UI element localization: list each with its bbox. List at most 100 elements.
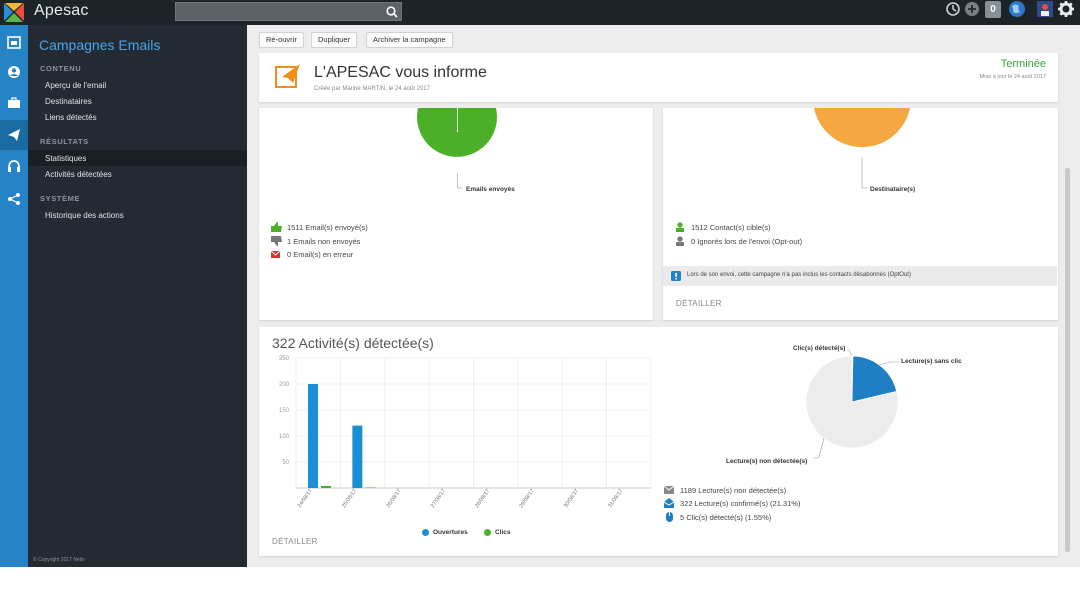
gear-icon[interactable] [1057, 0, 1075, 18]
user-icon [8, 66, 20, 78]
y-tick-label: 250 [279, 356, 290, 362]
emails-error-row: 0 Email(s) en erreur [271, 248, 353, 260]
recipients-card: Destinataire(s) 1512 Contact(s) cible(s)… [663, 108, 1058, 320]
bar-clics [321, 485, 331, 488]
x-tick-label: 25/08/17 [341, 488, 358, 509]
calendar-icon [7, 36, 21, 49]
envelope-open-icon [664, 498, 675, 508]
bar-ouvertures [308, 384, 318, 488]
briefcase-icon [8, 97, 20, 108]
legend-opens-label: Ouvertures [433, 529, 468, 536]
activity-detail-link[interactable]: DÉTAILLER [272, 537, 318, 546]
emails-not-sent-text: 1 Emails non envoyés [287, 236, 361, 246]
sidebar-active-highlight [28, 150, 247, 166]
campaign-updated: Mise à jour le 24 août 2017 [979, 74, 1046, 80]
clicks-detected-text: 5 Clic(s) détecté(s) (1.55%) [680, 512, 772, 522]
rail-campaigns[interactable] [0, 120, 28, 150]
emails-pie [417, 108, 497, 189]
rail-contacts[interactable] [0, 57, 28, 87]
user-avatar-icon[interactable] [1036, 0, 1054, 18]
headset-icon [8, 160, 20, 172]
notification-badge[interactable]: 0 [985, 1, 1001, 18]
y-tick-label: 200 [279, 382, 290, 388]
pie-leader-reads [878, 361, 899, 366]
contacts-target-row: 1512 Contact(s) cible(s) [675, 221, 771, 233]
pie-slice-reads-no-click [851, 355, 898, 403]
recipients-pie-slice [814, 108, 910, 148]
user-icon [676, 222, 684, 232]
history-icon[interactable] [944, 0, 962, 18]
x-tick-label: 30/08/17 [563, 488, 580, 509]
legend-clicks-label: Clics [495, 529, 511, 536]
y-tick-label: 50 [282, 460, 289, 466]
legend-opens: Ouvertures [422, 529, 468, 536]
app-window: Apesac 0 [0, 0, 1080, 567]
sidebar-item-recipients[interactable]: Destinataires [45, 97, 92, 106]
y-tick-label: 150 [279, 408, 290, 414]
reads-undetected-text: 1189 Lecture(s) non détectée(s) [680, 485, 787, 495]
pie-label-undetected: Lecture(s) non détectée(s) [726, 458, 808, 465]
section-results: RÉSULTATS [40, 137, 89, 146]
top-bar: Apesac 0 [0, 0, 1080, 25]
archive-button[interactable]: Archiver la campagne [366, 32, 453, 48]
reads-confirmed-row: 322 Lecture(s) confirmé(s) (21.31%) [664, 497, 800, 509]
pie-label-reads-no-click: Lecture(s) sans clic [901, 358, 962, 365]
paper-plane-icon [8, 129, 20, 141]
main-content: Ré-ouvrir Dupliquer Archiver la campagne… [247, 25, 1080, 567]
emails-card: Emails envoyés 1511 Email(s) envoyé(s) 1… [259, 108, 653, 320]
contacts-target-text: 1512 Contact(s) cible(s) [691, 222, 771, 232]
envelope-icon [664, 485, 675, 494]
activity-bar-chart: 50 100 150 200 250 24/08/17 25/08/17 26/08/17 27… [279, 356, 652, 509]
campaign-icon [275, 64, 300, 88]
sidebar-item-email-preview[interactable]: Aperçu de l'email [45, 81, 107, 90]
rail-support[interactable] [0, 152, 28, 182]
campaign-header: L'APESAC vous informe Créée par Marine M… [259, 53, 1058, 102]
copyright: © Copyright 2017 Nelis [33, 557, 85, 563]
pie-slice-undetected [805, 355, 899, 449]
emails-error-text: 0 Email(s) en erreur [287, 249, 354, 259]
bar-clics [365, 487, 376, 488]
add-icon[interactable] [963, 0, 981, 18]
sidebar-item-links[interactable]: Liens détectés [45, 113, 97, 122]
x-tick-label: 24/08/17 [297, 488, 314, 509]
rail-projects[interactable] [0, 88, 28, 118]
x-tick-label: 27/08/17 [430, 488, 447, 509]
sidebar-item-statistics[interactable]: Statistiques [45, 154, 87, 163]
page-scrollbar-thumb[interactable] [1065, 168, 1070, 552]
activity-pie [805, 349, 899, 459]
thumbs-down-icon [271, 236, 282, 246]
optout-info-text: Lors de son envoi, cette campagne n'a pa… [687, 272, 911, 278]
x-tick-label: 29/08/17 [519, 488, 536, 509]
sidebar: Campagnes Emails CONTENU Aperçu de l'ema… [28, 25, 247, 567]
mouse-icon [666, 512, 673, 522]
contacts-ignored-text: 0 Ignorés lors de l'envoi (Opt-out) [691, 236, 803, 246]
sidebar-item-history[interactable]: Historique des actions [45, 211, 124, 220]
pie-leader-undetected [813, 437, 825, 459]
emails-pie-label: Emails envoyés [466, 186, 515, 193]
apesac-logo-icon[interactable] [4, 3, 24, 22]
emails-sent-row: 1511 Email(s) envoyé(s) [271, 221, 368, 233]
duplicate-button[interactable]: Dupliquer [311, 32, 358, 48]
campaign-title: L'APESAC vous informe [314, 64, 487, 81]
rail-dashboard[interactable] [0, 27, 28, 57]
status-badge: Terminée [1000, 58, 1046, 70]
recipients-detail-link[interactable]: DÉTAILLER [676, 299, 722, 308]
pie-label-clicks: Clic(s) détecté(s) [793, 345, 846, 352]
search-input[interactable] [175, 2, 402, 21]
rail-share[interactable] [0, 184, 28, 214]
section-content: CONTENU [40, 64, 82, 73]
search-icon[interactable] [385, 5, 399, 19]
x-tick-label: 28/08/17 [474, 488, 491, 509]
globe-icon[interactable] [1008, 0, 1026, 18]
email-error-icon [271, 250, 281, 258]
sidebar-item-activities[interactable]: Activités détectées [45, 170, 112, 179]
thumbs-up-icon [271, 222, 282, 232]
share-icon [8, 193, 20, 205]
reopen-button[interactable]: Ré-ouvrir [259, 32, 304, 48]
recipients-pie [814, 108, 910, 189]
campaign-created: Créée par Marine MARTIN, le 24 août 2017 [314, 86, 430, 92]
sidebar-title: Campagnes Emails [39, 37, 161, 53]
user-icon [676, 236, 684, 246]
clicks-detected-row: 5 Clic(s) détecté(s) (1.55%) [664, 511, 771, 523]
activity-card: 322 Activité(s) détectée(s) 50 100 150 200 2… [259, 327, 1058, 556]
